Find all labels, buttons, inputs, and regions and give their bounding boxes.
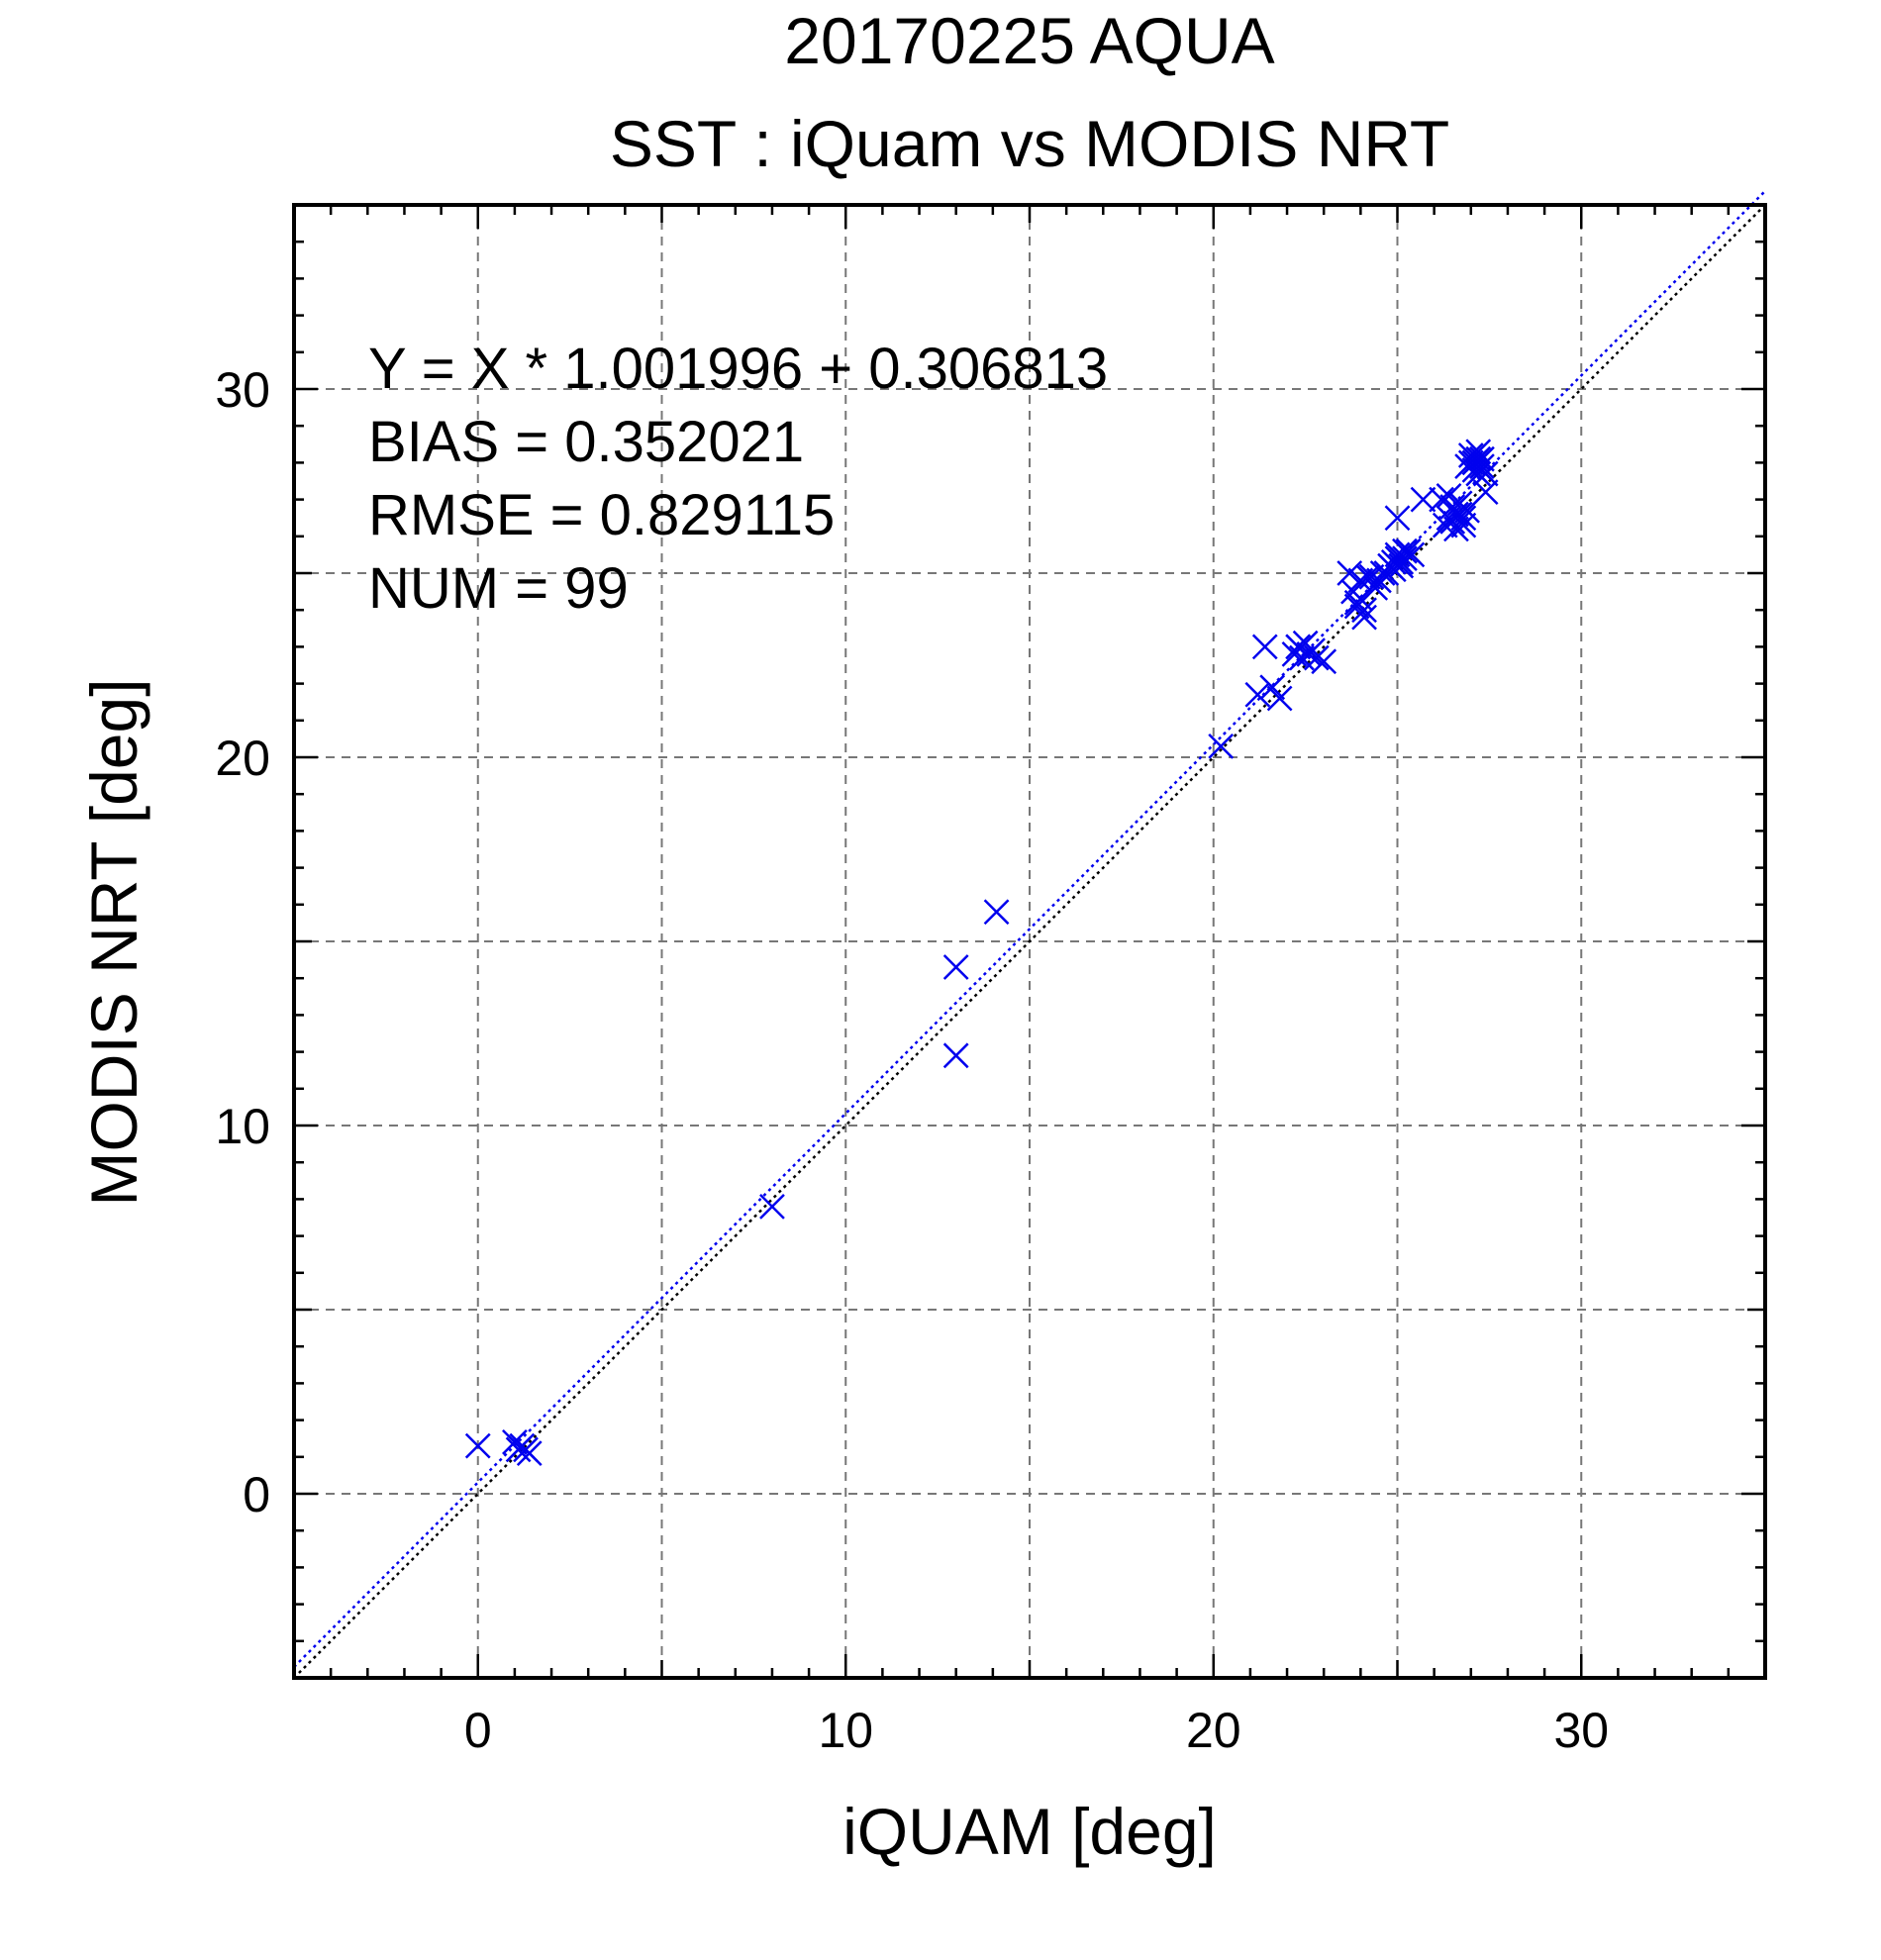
y-tick-label: 0: [243, 1467, 270, 1522]
grid: [294, 205, 1765, 1678]
data-point: [516, 1440, 543, 1466]
chart-subtitle: SST : iQuam vs MODIS NRT: [610, 107, 1449, 180]
stats-num: NUM = 99: [368, 556, 629, 621]
x-axis-label: iQUAM [deg]: [842, 1795, 1217, 1868]
x-tick-label: 30: [1553, 1703, 1609, 1758]
data-point: [1432, 512, 1458, 539]
data-point: [759, 1193, 785, 1220]
data-point: [1208, 733, 1235, 759]
fit-line-layer: [293, 190, 1766, 1668]
x-tick-label: 10: [818, 1703, 873, 1758]
data-point: [1392, 545, 1418, 572]
x-tick-labels: 0 10 20 30: [464, 1703, 1609, 1758]
x-tick-label: 20: [1186, 1703, 1241, 1758]
data-point: [1251, 634, 1278, 660]
data-point: [1465, 445, 1492, 472]
data-point: [1384, 505, 1411, 532]
x-tick-label: 0: [464, 1703, 492, 1758]
data-point: [502, 1429, 528, 1455]
data-point: [1388, 552, 1415, 579]
y-tick-label: 30: [215, 362, 270, 418]
plot-frame: [292, 203, 1767, 1680]
data-point: [1351, 604, 1377, 631]
stats-bias: BIAS = 0.352021: [368, 410, 804, 474]
data-point: [942, 954, 969, 980]
data-point: [1457, 449, 1484, 476]
identity-line: [293, 204, 1766, 1679]
y-axis-label: MODIS NRT [deg]: [77, 678, 150, 1206]
data-point: [1259, 674, 1286, 701]
data-point: [1373, 560, 1400, 586]
y-tick-labels: 0 10 20 30: [215, 362, 270, 1522]
data-point: [1303, 644, 1330, 671]
data-point: [1343, 589, 1370, 616]
data-points: [464, 439, 1499, 1466]
data-point: [1472, 460, 1499, 487]
data-point: [1472, 479, 1499, 506]
data-point: [942, 1042, 969, 1069]
stats-block: Y = X * 1.001996 + 0.306813 BIAS = 0.352…: [368, 337, 1108, 621]
data-point: [983, 899, 1010, 926]
y-tick-label: 20: [215, 731, 270, 786]
data-point: [1285, 634, 1312, 660]
data-point: [1450, 512, 1477, 539]
y-tick-label: 10: [215, 1099, 270, 1154]
fit-line: [293, 190, 1766, 1668]
chart-title: 20170225 AQUA: [784, 4, 1274, 77]
stats-rmse: RMSE = 0.829115: [368, 483, 835, 547]
data-point: [1266, 685, 1293, 712]
data-point: [1465, 439, 1492, 465]
data-point: [464, 1432, 491, 1459]
data-point: [1436, 505, 1462, 532]
stats-fit-equation: Y = X * 1.001996 + 0.306813: [368, 337, 1108, 401]
data-point: [1392, 538, 1418, 564]
data-point: [1244, 681, 1271, 708]
data-point: [1311, 648, 1337, 675]
data-point: [1410, 486, 1436, 513]
identity-line-layer: [293, 204, 1766, 1679]
